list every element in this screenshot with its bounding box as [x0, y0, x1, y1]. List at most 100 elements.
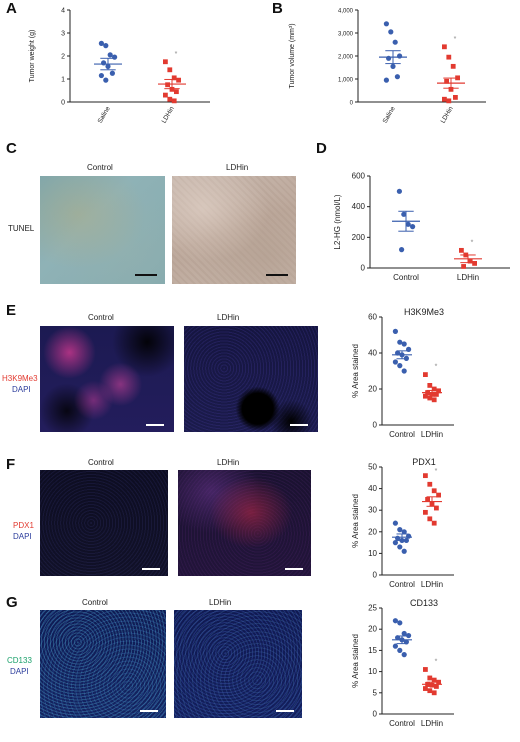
data-point-treated — [423, 393, 428, 399]
y-tick-label: 200 — [352, 233, 366, 242]
data-point-treated — [427, 675, 433, 681]
panel-e-control-label: Control — [88, 313, 114, 322]
data-point-control — [103, 43, 109, 49]
scale-bar — [135, 274, 157, 276]
data-point-treated — [436, 679, 441, 685]
data-point-control — [396, 188, 402, 194]
data-point-control — [401, 630, 407, 637]
scale-bar — [276, 710, 294, 712]
chart-g-cd133: 0 5 10 15 20 25 % Area stained CD133 Control LDHi… — [351, 598, 454, 728]
x-tick-label: LDHin — [421, 719, 443, 728]
data-point-control — [397, 363, 403, 369]
y-tick-label: 20 — [368, 527, 377, 536]
data-point-control — [401, 529, 407, 535]
panel-e-control-image — [40, 326, 174, 432]
y-tick-label: 60 — [368, 313, 377, 322]
x-tick-label: LDHin — [421, 430, 443, 439]
data-point-control — [386, 55, 392, 61]
y-tick-label: 40 — [368, 349, 377, 358]
scale-bar — [146, 424, 164, 426]
y-tick-label: 2,000 — [338, 55, 354, 61]
scale-bar — [140, 710, 158, 712]
data-point-treated — [174, 89, 179, 95]
chart-f-pdx1: 0 10 20 30 40 50 % Area stained PDX1 Control LDHi… — [351, 457, 454, 589]
y-tick-label: 40 — [368, 484, 377, 493]
y-tick-label: 25 — [368, 604, 377, 613]
chart-title: CD133 — [410, 598, 438, 608]
panel-f-control-image — [40, 470, 168, 576]
data-point-control — [103, 77, 109, 83]
y-tick-label: 15 — [368, 646, 377, 655]
y-axis-label: Tumor weight (g) — [29, 30, 36, 83]
data-point-treated — [442, 96, 447, 102]
y-axis-label: % Area stained — [351, 634, 360, 688]
data-point-treated — [425, 497, 430, 502]
panel-c-control-label: Control — [87, 163, 113, 172]
data-point-control — [112, 54, 118, 60]
data-point-treated — [431, 690, 437, 696]
panel-letter-a: A — [6, 0, 17, 17]
data-point-control — [405, 221, 411, 227]
panel-e-stain2-label: DAPI — [12, 385, 31, 394]
data-point-control — [401, 368, 407, 374]
significance-marker: * — [175, 51, 178, 58]
data-point-control — [397, 53, 403, 59]
x-tick-label: Control — [389, 580, 415, 589]
data-point-treated — [442, 44, 447, 50]
data-point-control — [98, 40, 104, 46]
data-point-treated — [423, 667, 428, 672]
data-point-treated — [423, 686, 428, 691]
y-axis-label: % Area stained — [351, 344, 360, 398]
panel-f-stain2-label: DAPI — [13, 532, 32, 541]
data-point-treated — [461, 264, 466, 269]
panel-g-stain2-label: DAPI — [10, 667, 29, 676]
y-tick-label: 10 — [368, 549, 377, 558]
panel-c-stain-label: TUNEL — [8, 224, 35, 233]
data-point-treated — [176, 77, 181, 83]
data-point-control — [406, 632, 412, 639]
data-point-treated — [165, 82, 170, 88]
panel-letter-e: E — [6, 302, 17, 319]
y-tick-label: 3,000 — [338, 32, 354, 38]
y-axis-label: Tumor volume (mm³) — [289, 23, 296, 88]
y-axis-label: % Area stained — [351, 494, 360, 548]
y-tick-label: 2 — [61, 54, 65, 61]
data-point-treated — [431, 488, 437, 494]
data-point-control — [392, 39, 398, 45]
data-point-control — [392, 359, 398, 365]
panel-c-control-image — [40, 176, 165, 284]
data-point-control — [392, 643, 398, 649]
panel-g-control-image — [40, 610, 166, 718]
panel-g-ldhin-label: LDHin — [209, 598, 232, 607]
scale-bar — [142, 568, 160, 570]
data-point-control — [383, 77, 389, 83]
chart-title: PDX1 — [412, 457, 436, 467]
panel-letter-d: D — [316, 140, 327, 157]
y-tick-label: 400 — [352, 202, 366, 211]
data-point-treated — [163, 92, 168, 98]
x-tick-label: Control — [389, 719, 415, 728]
x-tick-label: LDHin — [457, 273, 479, 282]
data-point-treated — [171, 98, 177, 104]
data-point-treated — [436, 492, 441, 498]
panel-c-ldhin-label: LDHin — [226, 163, 249, 172]
scale-bar — [290, 424, 308, 426]
y-tick-label: 3 — [61, 31, 65, 38]
x-tick-label: Saline — [97, 105, 112, 124]
data-point-treated — [427, 395, 433, 401]
x-tick-label: Control — [389, 430, 415, 439]
panel-e-ldhin-label: LDHin — [217, 313, 240, 322]
significance-marker: * — [435, 364, 438, 371]
data-point-control — [388, 29, 394, 35]
panel-letter-c: C — [6, 140, 17, 157]
chart-title: H3K9Me3 — [404, 307, 444, 317]
panel-f-control-label: Control — [88, 458, 114, 467]
x-tick-label: Saline — [382, 105, 397, 124]
panel-f-ldhin-image — [178, 470, 311, 576]
data-point-treated — [444, 78, 449, 84]
y-tick-label: 0 — [373, 421, 378, 430]
data-point-control — [392, 520, 398, 526]
data-point-treated — [450, 63, 456, 69]
data-point-treated — [446, 98, 452, 104]
y-tick-label: 0 — [373, 710, 378, 719]
